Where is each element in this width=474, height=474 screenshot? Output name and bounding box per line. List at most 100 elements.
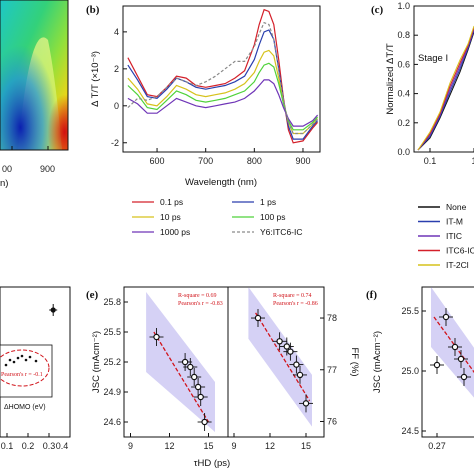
panel-b-ytick-label: 0 [114,101,119,111]
panel-c-ytick-label: 0.4 [397,89,410,99]
panel-e-jsc-point [153,333,160,341]
panel-e-ytick-right-label: 77 [327,365,337,375]
panel-c-ytick-label: 0.0 [397,147,410,157]
panel-c-legend-label: None [446,202,467,212]
panel-d-inset-point [12,360,16,364]
panel-b-series-line [127,29,319,140]
panel-e-jsc-point [187,363,194,371]
panel-c-legend: None IT-M ITIC ITC6-IC IT-2Cl [418,202,474,270]
panel-c-ytick-label: 1.0 [397,1,410,11]
panel-e-ytick-right-label: 78 [327,313,337,323]
panel-c-ytick-label: 0.8 [397,30,410,40]
panel-c: (c) 0.0 0.2 0.4 0.6 0.8 1.0 0.1 1 Normalized ΔT… [371,1,474,270]
panel-e-ytick-right-label: 76 [327,416,337,426]
panel-f-point [457,355,465,363]
panel-d-inset-annotation: Pearson's r = -0.1 [1,372,43,378]
panel-c-ytick-label: 0.6 [397,59,410,69]
panel-e: (e) 9 9 12 12 15 15 24.6 24.9 25.2 25.5 25.8 76 77 78… [86,286,360,469]
panel-a-xtick-label: 00 [2,164,12,174]
panel-b-series-line [127,62,319,131]
panel-f-ytick-label: 24.5 [401,426,419,436]
panel-d-inset-point [24,358,28,362]
panel-e-ylabel-right: FF (%) [349,347,360,376]
panel-e-xtick-label: 12 [164,441,174,451]
panel-f-point [442,313,450,321]
panel-e-ff-point [293,361,300,368]
panel-f-ytick-label: 25.0 [401,366,419,376]
panel-e-jsc-point [190,373,198,381]
panel-c-series-line [417,28,474,151]
panel-b-title: (b) [86,4,100,16]
panel-e-jsc-point [194,383,202,391]
panel-f-ylabel: JSC (mAcm⁻²) [372,331,383,393]
panel-e-fit-line [255,312,311,402]
panel-c-series-line [417,31,474,151]
panel-f-point [460,373,468,381]
panel-d-xtick-label: 0.2 [22,441,35,451]
panel-e-ytick-left-label: 24.9 [103,387,121,397]
panel-e-ff-point [276,338,283,345]
panel-f-point [451,343,459,351]
panel-f-point [433,361,441,369]
panel-e-jsc-point [181,358,189,366]
panel-d-inset-ellipse [0,349,50,387]
panel-c-annotation: Stage I [418,53,448,64]
panel-e-ytick-left-label: 25.5 [103,327,121,337]
panel-c-legend-label: ITC6-IC [446,246,474,256]
panel-c-legend-label: ITIC [446,231,462,241]
panel-b-legend: 0.1 ps 10 ps 1000 ps 1 ps 100 ps Y6:ITC6-IC [132,197,303,237]
panel-c-ytick-label: 0.2 [397,118,410,128]
panel-e-title: (e) [86,289,99,301]
panel-d-inset-point [4,363,8,367]
panel-c-series-line [417,30,474,151]
panel-e-ytick-left-label: 25.8 [103,297,121,307]
panel-f-plot-frame [421,286,474,438]
panel-e-xtick-label: 12 [265,441,275,451]
panel-e-xtick-label: 15 [301,441,311,451]
panel-b-series-line [127,79,319,127]
panel-e-fit-line [153,331,210,423]
panel-e-ff-point [287,348,294,355]
panel-b-xtick-label: 900 [295,156,310,166]
panel-e-ff-point [302,400,310,407]
panel-b-xtick-label: 800 [247,156,262,166]
panel-e-confidence-band [248,287,312,427]
panel-d: 0.1 0.2 0.3 0.4 Pearson's r = -0.1 ΔHOMO (e… [0,286,71,451]
panel-b-ytick-label: -2 [111,138,119,148]
panel-c-series-line [417,27,474,151]
panel-a-heatmap-red-region [0,0,68,150]
panel-a-frame [0,0,69,151]
panel-b-legend-label: 1 ps [260,197,276,207]
panel-f-xtick-label: 0.27 [428,441,446,451]
panel-c-xtick-label: 1 [471,156,474,166]
panel-d-inset-point [20,354,24,358]
panel-b-ytick-label: 4 [114,27,119,37]
panel-b-legend-label: Y6:ITC6-IC [260,227,303,237]
panel-f-ytick-label: 25.5 [401,306,419,316]
panel-b-legend-label: 10 ps [160,212,181,222]
panel-e-ytick-left-label: 24.6 [103,417,121,427]
panel-e-ylabel-left: JSC (mAcm⁻²) [91,331,102,393]
panel-b: (b) 600 700 800 900 -2 0 2 4 Wavelength (nm) Δ … [86,4,321,237]
panel-b-xlabel: Wavelength (nm) [185,177,257,188]
panel-c-legend-label: IT-2Cl [446,260,469,270]
panel-e-right-annotation: R-square = 0.74 [273,293,312,299]
panel-b-legend-label: 0.1 ps [160,197,183,207]
panel-a-xtick-label: 900 [40,164,55,174]
panel-e-jsc-point [201,418,208,426]
panel-e-ytick-left-label: 25.2 [103,357,121,367]
panel-d-inset-point [8,358,12,362]
panel-d-point [50,307,56,313]
panel-c-series-line [417,25,474,151]
panel-f-title: (f) [366,289,377,301]
panel-c-title: (c) [371,4,384,16]
panel-a: 00 900 n) [0,0,69,189]
panel-b-ylabel: Δ T/T (×10⁻³) [90,51,101,107]
panel-f: (f) 24.5 25.0 25.5 0.27 JSC (mAcm⁻²) [366,286,474,451]
panel-d-plot-frame [0,286,71,438]
panel-f-fit-line [433,316,474,374]
panel-d-inset-xlabel: ΔHOMO (eV) [4,404,46,411]
panel-d-xtick-label: 0.1 [1,441,14,451]
panel-e-xtick-label: 15 [203,441,213,451]
